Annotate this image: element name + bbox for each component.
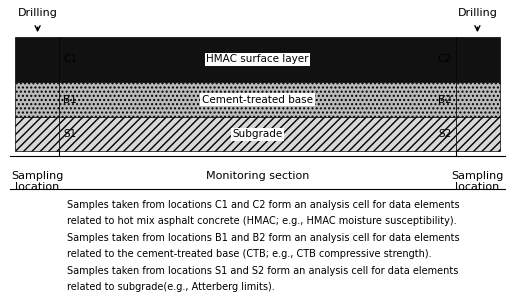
Text: S1: S1: [63, 129, 77, 139]
Text: related to subgrade(e.g., Atterberg limits).: related to subgrade(e.g., Atterberg limi…: [67, 282, 274, 292]
Bar: [59, 37, 456, 82]
Text: Cement-treated base: Cement-treated base: [202, 95, 313, 105]
Text: Samples taken from locations B1 and B2 form an analysis cell for data elements: Samples taken from locations B1 and B2 f…: [67, 233, 459, 243]
Text: related to hot mix asphalt concrete (HMAC; e.g., HMAC moisture susceptibility).: related to hot mix asphalt concrete (HMA…: [67, 216, 457, 226]
Bar: [456, 82, 500, 117]
Bar: [59, 117, 456, 151]
Text: Samples taken from locations C1 and C2 form an analysis cell for data elements: Samples taken from locations C1 and C2 f…: [67, 200, 459, 210]
Text: C2: C2: [438, 55, 452, 64]
Text: S2: S2: [438, 129, 452, 139]
Text: B1: B1: [63, 95, 77, 105]
Text: Sampling
location: Sampling location: [11, 171, 64, 192]
Text: Samples taken from locations S1 and S2 form an analysis cell for data elements: Samples taken from locations S1 and S2 f…: [67, 266, 458, 276]
Text: Drilling: Drilling: [457, 8, 497, 18]
Text: Subgrade: Subgrade: [232, 129, 283, 139]
Text: B2: B2: [438, 95, 452, 105]
Text: Drilling: Drilling: [18, 8, 58, 18]
Bar: [456, 37, 500, 82]
Text: Sampling
location: Sampling location: [451, 171, 504, 192]
Text: related to the cement-treated base (CTB; e.g., CTB compressive strength).: related to the cement-treated base (CTB;…: [67, 249, 432, 259]
Text: Monitoring section: Monitoring section: [206, 171, 309, 181]
Bar: [15, 117, 59, 151]
Bar: [15, 82, 59, 117]
Bar: [456, 117, 500, 151]
Text: HMAC surface layer: HMAC surface layer: [206, 55, 309, 64]
Text: C1: C1: [63, 55, 77, 64]
Bar: [15, 37, 59, 82]
Bar: [59, 82, 456, 117]
